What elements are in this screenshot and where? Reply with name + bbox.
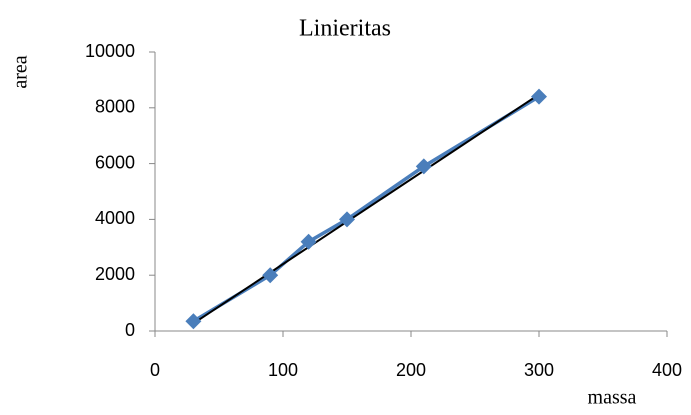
y-tick-label: 10000	[85, 41, 135, 61]
y-tick-label: 0	[125, 320, 135, 340]
x-tick-label: 100	[268, 360, 298, 380]
x-tick-label: 400	[652, 360, 682, 380]
x-tick-label: 300	[524, 360, 554, 380]
y-tick-label: 4000	[95, 208, 135, 228]
x-axis-label: massa	[588, 387, 637, 409]
x-tick-label: 0	[150, 360, 160, 380]
y-axis-label: area	[10, 55, 32, 88]
marker	[531, 89, 547, 105]
chart: Linieritas massa area 020004000600080001…	[0, 0, 691, 415]
chart-title: Linieritas	[299, 16, 391, 42]
y-tick-label: 2000	[95, 264, 135, 284]
x-tick-label: 200	[396, 360, 426, 380]
y-tick-label: 6000	[95, 152, 135, 172]
y-tick-label: 8000	[95, 97, 135, 117]
marker	[185, 313, 201, 329]
trendline	[193, 94, 539, 323]
